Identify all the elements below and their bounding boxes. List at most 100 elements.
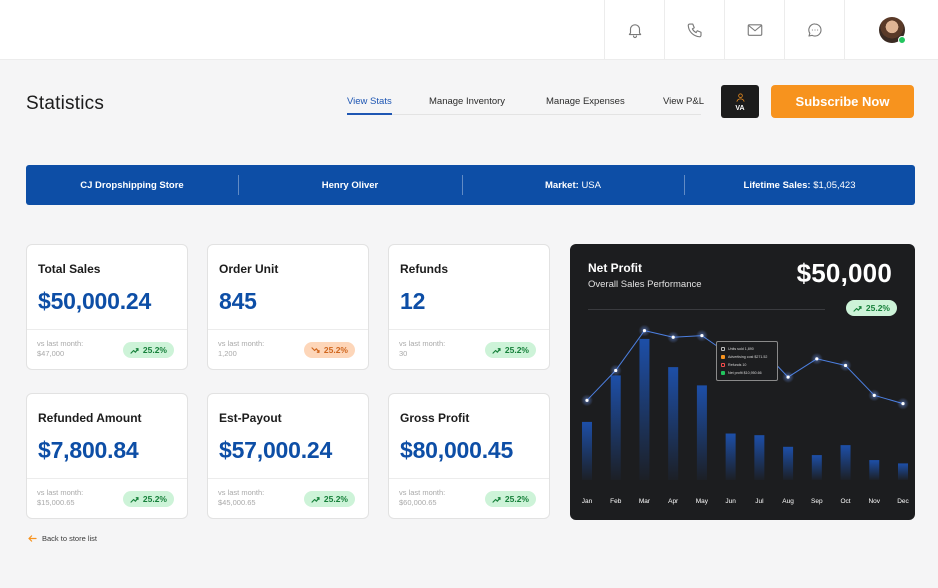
- legend-swatch: [721, 363, 725, 367]
- store-owner: Henry Oliver: [321, 179, 379, 191]
- trend-up-icon: [311, 496, 320, 503]
- stat-card-total-sales: Total Sales $50,000.24 vs last month: $47…: [26, 244, 188, 370]
- stat-label: Refunded Amount: [38, 411, 142, 425]
- x-tick-label: Aug: [782, 498, 794, 505]
- tab-view-stats[interactable]: View Stats: [347, 96, 392, 115]
- x-tick-label: Sep: [811, 498, 823, 505]
- store-market: Market: USA: [545, 179, 601, 191]
- point-sep[interactable]: [815, 357, 819, 361]
- tooltip-row: Net profit $10,950.66: [721, 369, 773, 377]
- legend-swatch: [721, 347, 725, 351]
- trend-up-icon: [853, 305, 862, 312]
- tab-manage-inventory[interactable]: Manage Inventory: [429, 96, 506, 107]
- phone-button[interactable]: [664, 0, 724, 60]
- lifetime-sales: Lifetime Sales: $1,05,423: [743, 179, 856, 191]
- net-profit-card: Jan Feb Mar Apr May Jun Jul Aug Sep Oct Nov Dec Net…: [570, 244, 915, 520]
- net-profit-title: Net Profit: [588, 261, 642, 275]
- point-may[interactable]: [700, 333, 704, 338]
- stat-label: Order Unit: [219, 262, 279, 276]
- tooltip-row: Refunds 10: [721, 361, 773, 369]
- store-name: CJ Dropshipping Store: [80, 179, 184, 191]
- point-dec[interactable]: [901, 402, 905, 406]
- point-nov[interactable]: [872, 393, 876, 397]
- net-profit-chart: Jan Feb Mar Apr May Jun Jul Aug Sep Oct Nov Dec: [581, 324, 910, 505]
- avatar[interactable]: [878, 17, 906, 44]
- legend-swatch: [721, 355, 725, 359]
- bar-sep[interactable]: [811, 455, 822, 480]
- stat-label: Refunds: [400, 262, 448, 276]
- stat-card-refunded-amount: Refunded Amount $7,800.84 vs last month:…: [26, 393, 188, 519]
- trend-up-icon: [130, 496, 139, 503]
- banner-divider: [238, 175, 239, 195]
- banner-divider: [684, 175, 685, 195]
- stat-comparison: vs last month: $45,000.65: [218, 488, 265, 507]
- point-oct[interactable]: [843, 363, 848, 368]
- point-mar[interactable]: [642, 329, 647, 333]
- stat-value: $57,000.24: [219, 437, 333, 463]
- notifications-button[interactable]: [604, 0, 664, 60]
- chat-button[interactable]: [784, 0, 844, 60]
- point-aug[interactable]: [786, 375, 790, 379]
- trend-up-icon: [492, 496, 501, 503]
- bell-icon: [628, 24, 641, 38]
- tab-manage-expenses[interactable]: Manage Expenses: [546, 96, 625, 107]
- tab-view-pl[interactable]: View P&L: [663, 96, 705, 107]
- bar-dec[interactable]: [898, 463, 908, 480]
- stat-label: Est-Payout: [219, 411, 282, 425]
- stat-label: Gross Profit: [400, 411, 470, 425]
- chart-divider: [588, 309, 825, 310]
- stat-card-refunds: Refunds 12 vs last month: 30 25.2%: [388, 244, 550, 370]
- stat-card-est-payout: Est-Payout $57,000.24 vs last month: $45,…: [207, 393, 369, 519]
- user-menu[interactable]: [844, 0, 938, 60]
- bar-mar[interactable]: [639, 338, 650, 480]
- net-profit-value: $50,000: [796, 258, 892, 288]
- x-tick-label: May: [696, 498, 709, 505]
- stat-value: 845: [219, 288, 257, 314]
- bar-may[interactable]: [696, 385, 707, 480]
- stat-card-gross-profit: Gross Profit $80,000.45 vs last month: $6…: [388, 393, 550, 519]
- bar-feb[interactable]: [610, 375, 621, 480]
- bar-aug[interactable]: [783, 446, 794, 480]
- stat-value: 12: [400, 288, 426, 314]
- bar-jul[interactable]: [754, 435, 765, 480]
- x-tick-label: Apr: [668, 498, 679, 505]
- stat-card-order-unit: Order Unit 845 vs last month: 1,200 25.2%: [207, 244, 369, 370]
- point-feb[interactable]: [614, 368, 618, 373]
- trend-up-icon: [492, 347, 501, 354]
- change-badge: 25.2%: [122, 491, 174, 507]
- bar-oct[interactable]: [840, 445, 851, 480]
- trend-down-icon: [311, 346, 320, 353]
- stat-comparison: vs last month: $60,000.65: [399, 488, 446, 507]
- x-tick-label: Nov: [868, 498, 880, 505]
- net-profit-change-badge: 25.2%: [845, 300, 897, 316]
- stat-value: $50,000.24: [38, 288, 152, 314]
- bar-jan[interactable]: [582, 421, 592, 480]
- top-bar: [0, 0, 938, 60]
- online-status-dot: [897, 36, 906, 44]
- stat-comparison: vs last month: $47,000: [37, 339, 84, 358]
- legend-swatch: [721, 371, 725, 375]
- subscribe-button[interactable]: Subscribe Now: [771, 85, 914, 118]
- change-badge: 25.2%: [484, 342, 536, 358]
- point-apr[interactable]: [671, 335, 675, 339]
- x-tick-label: Jul: [755, 498, 764, 505]
- mail-icon: [747, 24, 762, 36]
- stat-comparison: vs last month: 1,200: [218, 339, 265, 358]
- tooltip-row: Advertising cost $271.52: [721, 353, 773, 361]
- chat-icon: [807, 23, 822, 37]
- bar-jun[interactable]: [725, 433, 736, 480]
- stat-comparison: vs last month: 30: [399, 339, 446, 358]
- arrow-left-icon: [28, 535, 37, 542]
- bar-apr[interactable]: [668, 367, 679, 480]
- change-badge: 25.2%: [484, 491, 536, 507]
- stat-label: Total Sales: [38, 262, 101, 276]
- point-jan[interactable]: [585, 398, 589, 402]
- x-tick-label: Mar: [639, 498, 651, 505]
- trend-up-icon: [130, 347, 139, 354]
- bar-nov[interactable]: [869, 460, 880, 480]
- va-button[interactable]: VA: [721, 85, 759, 118]
- x-tick-label: Dec: [897, 498, 909, 505]
- mail-button[interactable]: [724, 0, 784, 60]
- x-tick-label: Jun: [725, 498, 736, 505]
- back-to-store-list-link[interactable]: Back to store list: [28, 534, 97, 543]
